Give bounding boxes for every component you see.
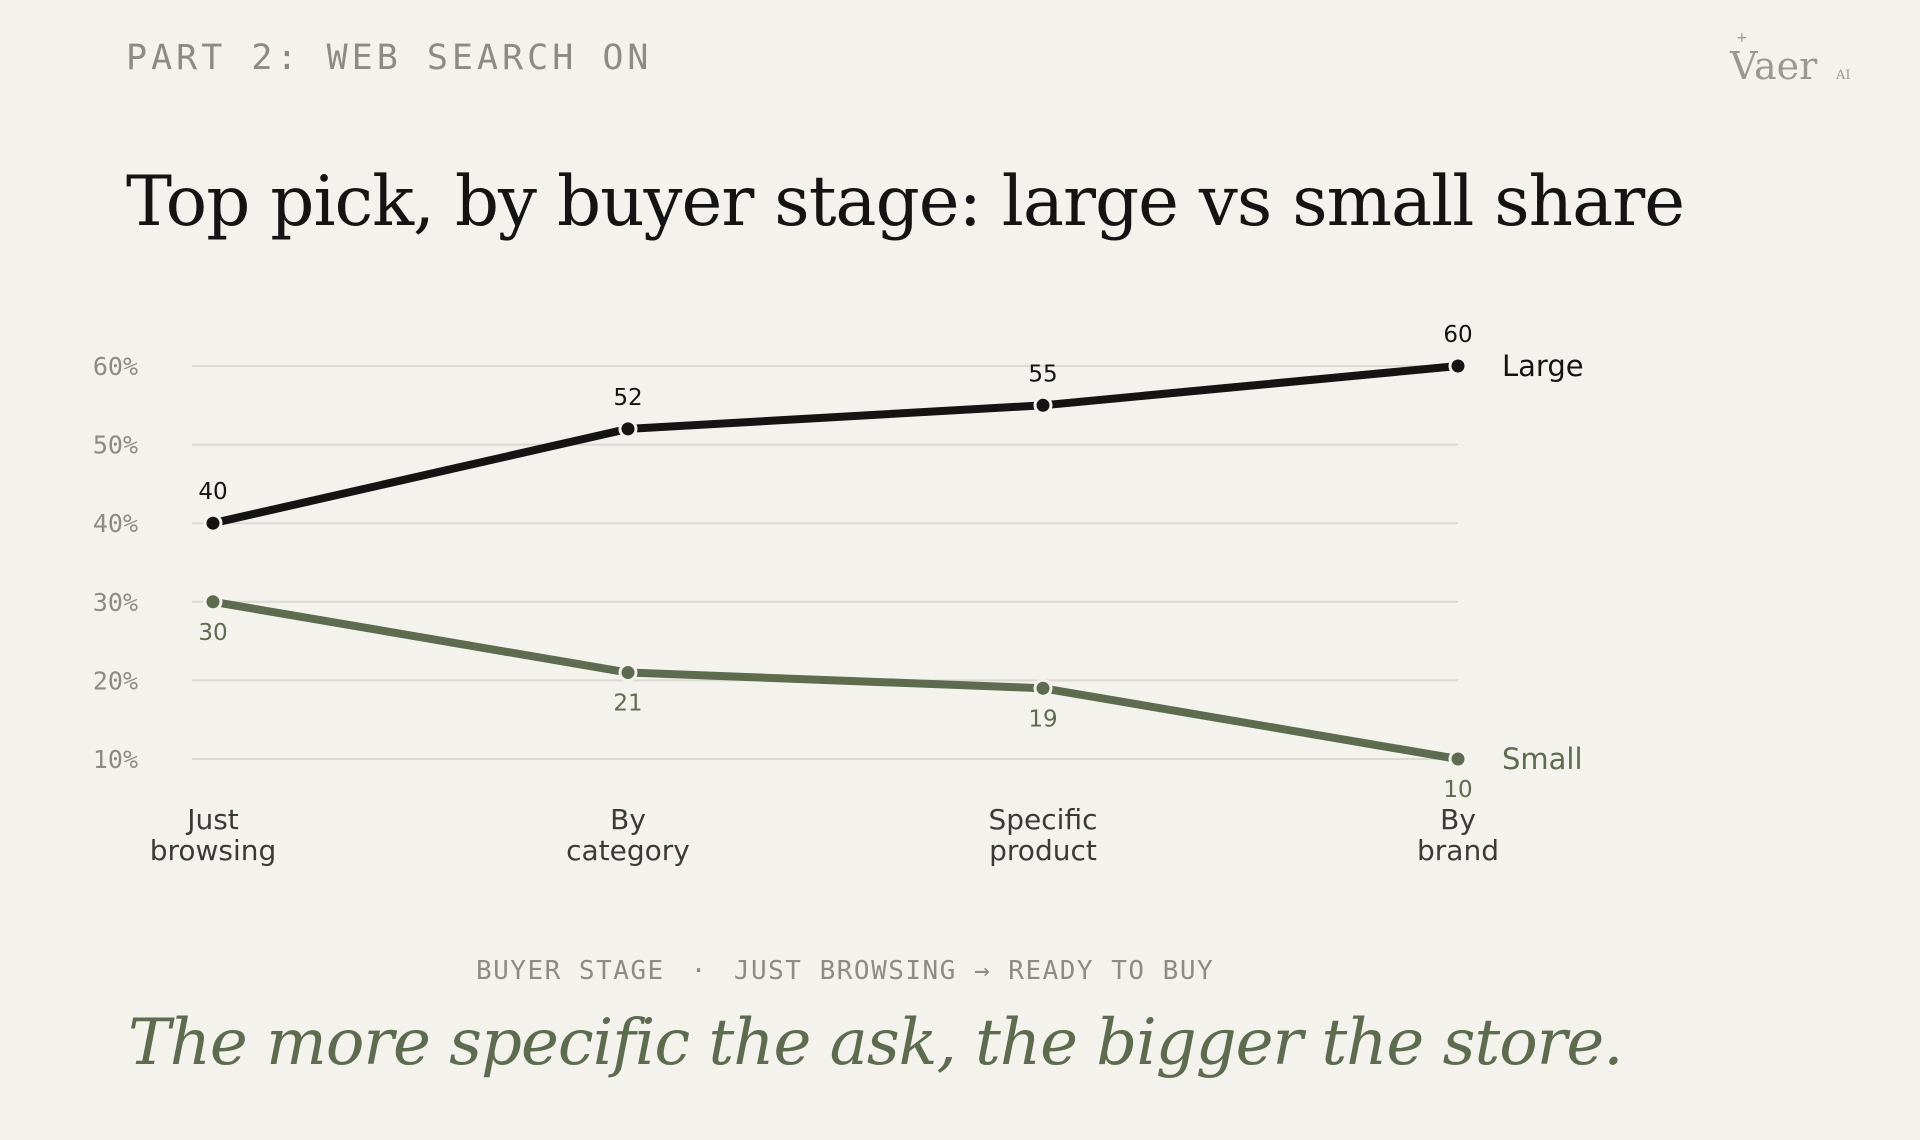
- y-tick-label: 60%: [93, 352, 138, 381]
- data-label: 60: [1443, 322, 1472, 348]
- data-label: 52: [613, 385, 642, 411]
- section-eyebrow: PART 2: WEB SEARCH ON: [126, 38, 653, 78]
- x-axis-range-note: JUST BROWSING → READY TO BUY: [733, 956, 1215, 986]
- y-tick-label: 10%: [93, 745, 138, 774]
- logo-wordmark: Vaer: [1730, 44, 1818, 88]
- data-point: [1033, 678, 1053, 698]
- chart-title: Top pick, by buyer stage: large vs small…: [126, 162, 1685, 242]
- data-label: 30: [198, 620, 227, 646]
- series-line-small: [209, 597, 1462, 763]
- data-point: [203, 513, 223, 533]
- x-axis-caption: BUYER STAGE · JUST BROWSING → READY TO BUY: [476, 956, 1214, 986]
- data-point: [1448, 749, 1468, 769]
- data-point: [1448, 356, 1468, 376]
- data-point: [618, 663, 638, 683]
- x-tick-label: Just browsing: [150, 803, 277, 867]
- data-label: 19: [1028, 706, 1057, 732]
- data-label: 40: [198, 479, 227, 505]
- line-chart: 10% 20% 30% 40% 50% 60% Just browsing By category…: [93, 322, 1584, 867]
- x-tick-label: By category: [566, 803, 690, 867]
- data-label: 55: [1028, 361, 1057, 387]
- y-tick-label: 50%: [93, 431, 138, 460]
- data-label: 21: [613, 691, 642, 717]
- data-point: [1033, 395, 1053, 415]
- brand-logo: + Vaer AI: [1730, 30, 1851, 90]
- x-tick-label: Specific product: [989, 803, 1098, 867]
- y-tick-label: 30%: [93, 588, 138, 617]
- logo-mark-icon: +: [1736, 30, 1748, 46]
- data-point: [618, 419, 638, 439]
- series-line-large: [209, 362, 1462, 528]
- x-tick-label: By brand: [1417, 803, 1499, 867]
- data-point: [203, 592, 223, 612]
- y-tick-label: 40%: [93, 509, 138, 538]
- series-name-label: Large: [1502, 349, 1584, 383]
- series-name-label: Small: [1502, 742, 1583, 776]
- x-axis-label: BUYER STAGE: [476, 956, 665, 986]
- caption-separator: ·: [690, 956, 708, 986]
- logo-superscript: AI: [1836, 68, 1851, 83]
- data-label: 10: [1443, 777, 1472, 803]
- y-tick-label: 20%: [93, 666, 138, 695]
- takeaway-headline: The more specific the ask, the bigger th…: [128, 1006, 1624, 1080]
